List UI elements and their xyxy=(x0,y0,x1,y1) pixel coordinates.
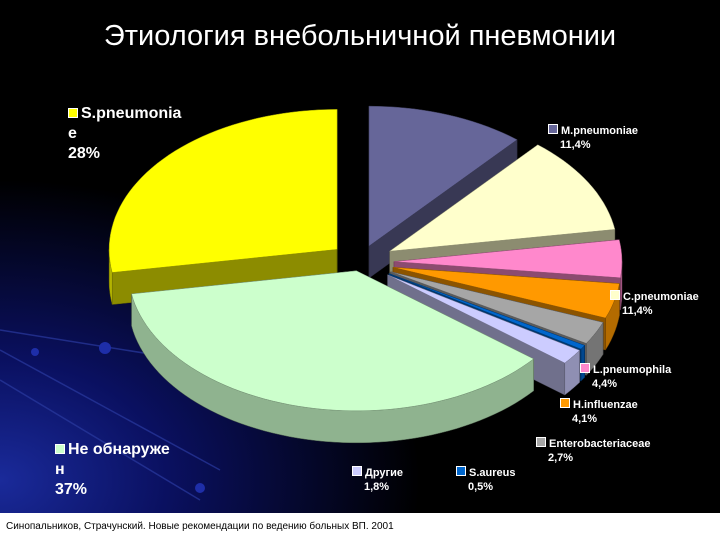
slice xyxy=(392,267,620,319)
data-label: Другие 1,8% xyxy=(352,466,403,494)
category-label: Не обнаружен xyxy=(55,441,170,478)
value-label: 1,8% xyxy=(364,481,390,493)
category-label: S.aureus xyxy=(469,467,516,479)
data-label: Enterobacteriaceae 2,7% xyxy=(536,437,651,465)
value-label: 4,4% xyxy=(592,378,618,390)
data-label: S.pneumoniae 28% xyxy=(68,104,186,164)
legend-swatch xyxy=(580,363,590,373)
legend-swatch xyxy=(352,466,362,476)
category-label: C.pneumoniae xyxy=(623,291,699,303)
legend-swatch xyxy=(55,444,65,454)
chart-title: Этиология внебольничной пневмонии xyxy=(103,20,617,52)
legend-swatch xyxy=(68,108,78,118)
category-label: L.pneumophila xyxy=(593,364,672,376)
slice xyxy=(388,144,616,252)
source-note: Синопальников, Страчунский. Новые рекоме… xyxy=(0,513,720,540)
category-label: S.pneumoniae xyxy=(68,105,182,142)
legend-swatch xyxy=(548,124,558,134)
category-label: M.pneumoniae xyxy=(561,125,639,137)
data-label: Не обнаружен 37% xyxy=(55,440,173,500)
decoration xyxy=(195,483,205,493)
legend-swatch xyxy=(536,437,546,447)
value-label: 28% xyxy=(68,145,101,162)
value-label: 0,5% xyxy=(468,481,494,493)
legend-swatch xyxy=(560,398,570,408)
data-label: H.influenzae 4,1% xyxy=(560,398,638,426)
value-label: 11,4% xyxy=(622,305,653,317)
legend-swatch xyxy=(610,290,620,300)
slice xyxy=(390,271,604,344)
slice xyxy=(108,109,338,273)
slice xyxy=(368,105,518,247)
category-label: H.influenzae xyxy=(573,399,638,411)
value-label: 4,1% xyxy=(572,413,598,425)
slice xyxy=(388,273,586,350)
value-label: 37% xyxy=(55,481,88,498)
category-label: Другие xyxy=(365,467,403,479)
decoration xyxy=(99,342,111,354)
slice xyxy=(131,270,535,444)
data-label: S.aureus 0,5% xyxy=(456,466,515,494)
decoration xyxy=(31,348,39,356)
slice xyxy=(131,270,535,412)
value-label: 2,7% xyxy=(548,452,574,464)
data-label: L.pneumophila 4,4% xyxy=(580,363,671,391)
value-label: 11,4% xyxy=(560,139,591,151)
category-label: Enterobacteriaceae xyxy=(549,438,651,450)
slice xyxy=(393,239,623,279)
data-label: C.pneumoniae 11,4% xyxy=(610,290,699,318)
legend-swatch xyxy=(456,466,466,476)
data-label: M.pneumoniae 11,4% xyxy=(548,124,638,152)
slice xyxy=(387,274,581,364)
